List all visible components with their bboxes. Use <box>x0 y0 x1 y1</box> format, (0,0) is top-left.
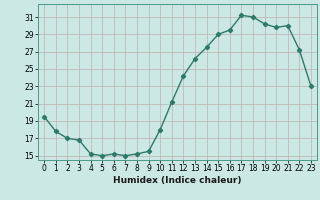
X-axis label: Humidex (Indice chaleur): Humidex (Indice chaleur) <box>113 176 242 185</box>
